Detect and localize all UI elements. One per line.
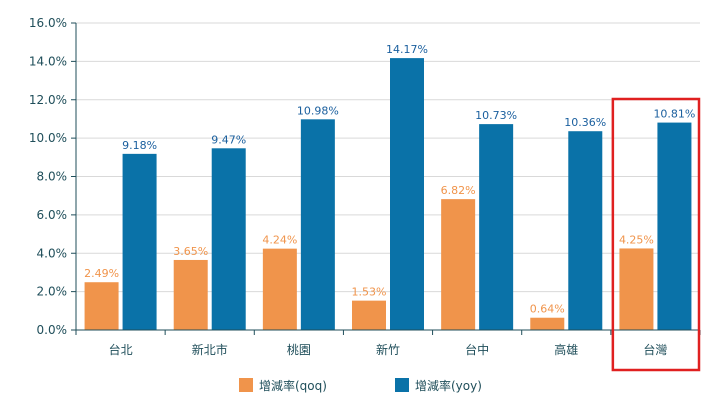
bar-yoy [211, 148, 246, 330]
y-tick-label: 4.0% [37, 246, 68, 260]
data-label: 9.47% [211, 133, 246, 146]
bar-yoy [568, 131, 603, 330]
highlight-rect [611, 97, 701, 372]
bar-yoy [300, 119, 335, 330]
data-label: 10.36% [564, 116, 606, 129]
x-tick-label: 台灣 [643, 342, 667, 357]
bar-qoq [84, 282, 119, 330]
x-axis: 台北 新北市 桃園 新竹 台中 高雄 台灣 [75, 329, 701, 357]
bar-yoy [390, 58, 424, 330]
bar-yoy [479, 124, 514, 330]
x-tick-label: 高雄 [554, 342, 578, 357]
data-label: 4.24% [262, 234, 297, 247]
legend-swatch [239, 378, 253, 392]
bar-yoy [657, 122, 692, 330]
data-label: 10.81% [653, 108, 695, 121]
data-label: 9.18% [122, 139, 157, 152]
bar-qoq [262, 248, 297, 330]
bar-qoq [441, 199, 476, 330]
legend-label: 增減率(qoq) [259, 378, 327, 393]
data-label: 10.73% [475, 109, 517, 122]
data-label: 14.17% [386, 43, 428, 56]
data-label: 6.82% [441, 184, 476, 197]
highlight-box [611, 97, 701, 372]
bar-qoq [352, 300, 386, 330]
x-tick-label: 新北市 [192, 342, 228, 357]
bar-qoq [619, 248, 654, 330]
bar-qoq [173, 259, 208, 330]
y-axis: 0.0% 2.0% 4.0% 6.0% 8.0% 10.0% 12.0% 14.0% 16.0% [29, 16, 77, 337]
data-labels: 2.49% 9.18% 3.65% 9.47% 4.24% 10.98% 1.53% 14.1… [84, 43, 695, 316]
x-tick-label: 新竹 [376, 342, 400, 357]
data-label: 10.98% [297, 104, 339, 117]
gridlines [76, 22, 700, 331]
data-label: 4.25% [619, 233, 654, 246]
legend-swatch [395, 378, 409, 392]
data-label: 2.49% [84, 267, 119, 280]
bar-qoq [530, 317, 565, 330]
x-tick-label: 桃園 [287, 342, 311, 357]
y-tick-label: 8.0% [37, 170, 68, 184]
x-tick-label: 台北 [109, 342, 133, 357]
y-tick-label: 6.0% [37, 208, 68, 222]
y-tick-label: 2.0% [37, 285, 68, 299]
bar-yoy [122, 153, 157, 330]
data-label: 3.65% [173, 245, 208, 258]
y-tick-label: 16.0% [29, 16, 67, 30]
y-tick-label: 14.0% [29, 54, 67, 68]
legend: 增減率(qoq) 增減率(yoy) [239, 378, 482, 393]
legend-label: 增減率(yoy) [415, 378, 482, 393]
data-label: 1.53% [352, 286, 387, 299]
bars [84, 58, 692, 330]
y-tick-label: 0.0% [37, 323, 68, 337]
data-label: 0.64% [530, 303, 565, 316]
x-tick-label: 台中 [465, 342, 489, 357]
y-tick-label: 12.0% [29, 93, 67, 107]
y-tick-label: 10.0% [29, 131, 67, 145]
